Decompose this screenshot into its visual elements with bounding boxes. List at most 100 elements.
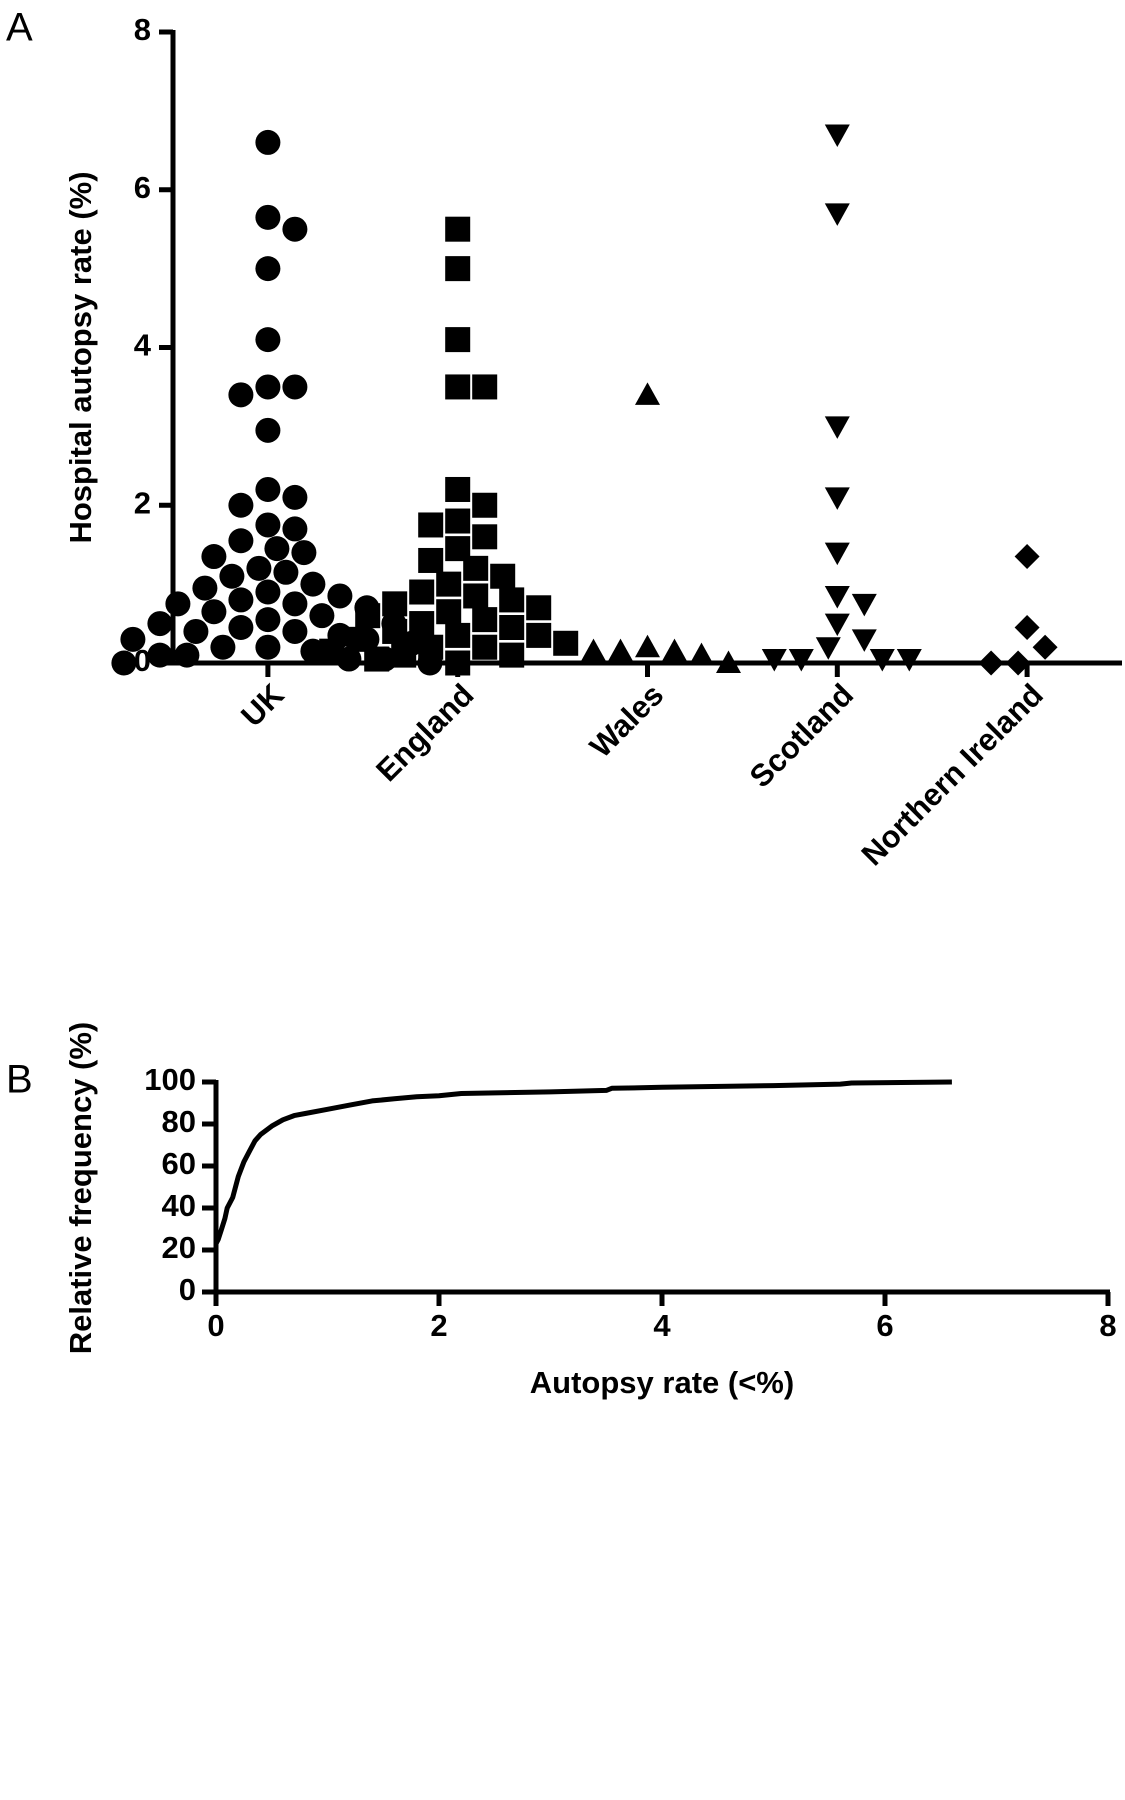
x-tick-label: 8 bbox=[1099, 1308, 1116, 1343]
dot bbox=[635, 382, 660, 405]
dot bbox=[355, 603, 381, 629]
dot bbox=[761, 649, 787, 672]
dot bbox=[273, 559, 299, 585]
dot bbox=[327, 583, 353, 609]
dot bbox=[201, 599, 227, 625]
x-tick-label: England bbox=[369, 677, 480, 788]
dot bbox=[364, 646, 390, 672]
dot bbox=[896, 649, 922, 672]
dot bbox=[255, 374, 281, 400]
dot bbox=[282, 591, 308, 617]
dot bbox=[463, 583, 489, 609]
dot bbox=[165, 591, 191, 617]
dot bbox=[255, 417, 281, 443]
dot bbox=[824, 613, 850, 637]
dot bbox=[409, 611, 435, 637]
dot bbox=[219, 563, 245, 589]
dot bbox=[463, 555, 489, 581]
y-axis-label: Relative frequency (%) bbox=[63, 1022, 98, 1355]
dot bbox=[228, 587, 254, 613]
dot bbox=[472, 607, 498, 633]
dot bbox=[445, 256, 471, 282]
dot bbox=[228, 492, 254, 518]
dot bbox=[183, 618, 209, 644]
dot bbox=[445, 622, 471, 648]
dot bbox=[499, 642, 525, 668]
dot bbox=[255, 204, 281, 230]
x-tick-label: Northern Ireland bbox=[855, 677, 1050, 872]
dot bbox=[300, 571, 326, 597]
x-tick-label: 4 bbox=[653, 1308, 671, 1343]
y-tick-label: 60 bbox=[162, 1146, 196, 1181]
dot bbox=[581, 638, 606, 662]
dot bbox=[319, 638, 345, 664]
dot bbox=[499, 587, 525, 613]
dot bbox=[445, 650, 471, 676]
dot bbox=[499, 615, 525, 641]
y-axis-label: Hospital autopsy rate (%) bbox=[63, 171, 98, 543]
dot bbox=[246, 555, 272, 581]
dot bbox=[445, 374, 471, 400]
dot bbox=[1032, 634, 1058, 660]
dot bbox=[472, 492, 498, 518]
dot bbox=[255, 476, 281, 502]
y-tick-label: 80 bbox=[162, 1104, 196, 1139]
dot bbox=[824, 585, 850, 609]
dot bbox=[824, 487, 850, 510]
dot bbox=[391, 642, 417, 668]
y-tick-label: 0 bbox=[179, 1272, 196, 1307]
x-tick-label: 6 bbox=[876, 1308, 893, 1343]
y-tick-label: 8 bbox=[134, 12, 151, 47]
dot bbox=[635, 634, 660, 658]
y-tick-label: 0 bbox=[134, 643, 151, 678]
dot bbox=[472, 634, 498, 660]
dot bbox=[120, 626, 146, 652]
dot bbox=[111, 650, 137, 676]
dot bbox=[436, 571, 462, 597]
dot bbox=[851, 593, 877, 617]
dot bbox=[553, 630, 579, 656]
dot bbox=[1014, 544, 1040, 570]
dot bbox=[382, 618, 408, 644]
dot bbox=[824, 416, 850, 439]
dot bbox=[382, 591, 408, 617]
dot bbox=[689, 642, 714, 666]
dot bbox=[201, 544, 227, 570]
dot bbox=[815, 637, 841, 660]
dot bbox=[418, 512, 444, 538]
dot bbox=[282, 516, 308, 542]
dot bbox=[309, 603, 335, 629]
dot bbox=[445, 508, 471, 534]
dot bbox=[255, 607, 281, 633]
dot bbox=[409, 579, 435, 605]
dot bbox=[174, 642, 200, 668]
x-tick-label: Scotland bbox=[743, 677, 860, 794]
dot bbox=[300, 638, 326, 664]
dot bbox=[255, 579, 281, 605]
x-tick-label: 0 bbox=[207, 1308, 224, 1343]
dot bbox=[228, 382, 254, 408]
dot bbox=[264, 536, 290, 562]
dot bbox=[282, 374, 308, 400]
dot bbox=[608, 638, 633, 662]
panel-label: A bbox=[6, 6, 33, 50]
dot bbox=[1014, 615, 1040, 641]
dot bbox=[978, 650, 1004, 676]
dot bbox=[716, 650, 741, 673]
dot bbox=[472, 374, 498, 400]
dot bbox=[192, 575, 218, 601]
dot bbox=[282, 618, 308, 644]
y-tick-label: 40 bbox=[162, 1188, 196, 1223]
dot bbox=[788, 649, 814, 672]
dot bbox=[851, 629, 877, 652]
dot bbox=[526, 622, 552, 648]
dot bbox=[445, 327, 471, 353]
dot bbox=[445, 476, 471, 502]
dot bbox=[490, 563, 516, 589]
dot bbox=[472, 524, 498, 550]
dot bbox=[824, 203, 850, 226]
dot bbox=[291, 540, 317, 566]
dot bbox=[255, 129, 281, 155]
dot bbox=[147, 611, 173, 637]
